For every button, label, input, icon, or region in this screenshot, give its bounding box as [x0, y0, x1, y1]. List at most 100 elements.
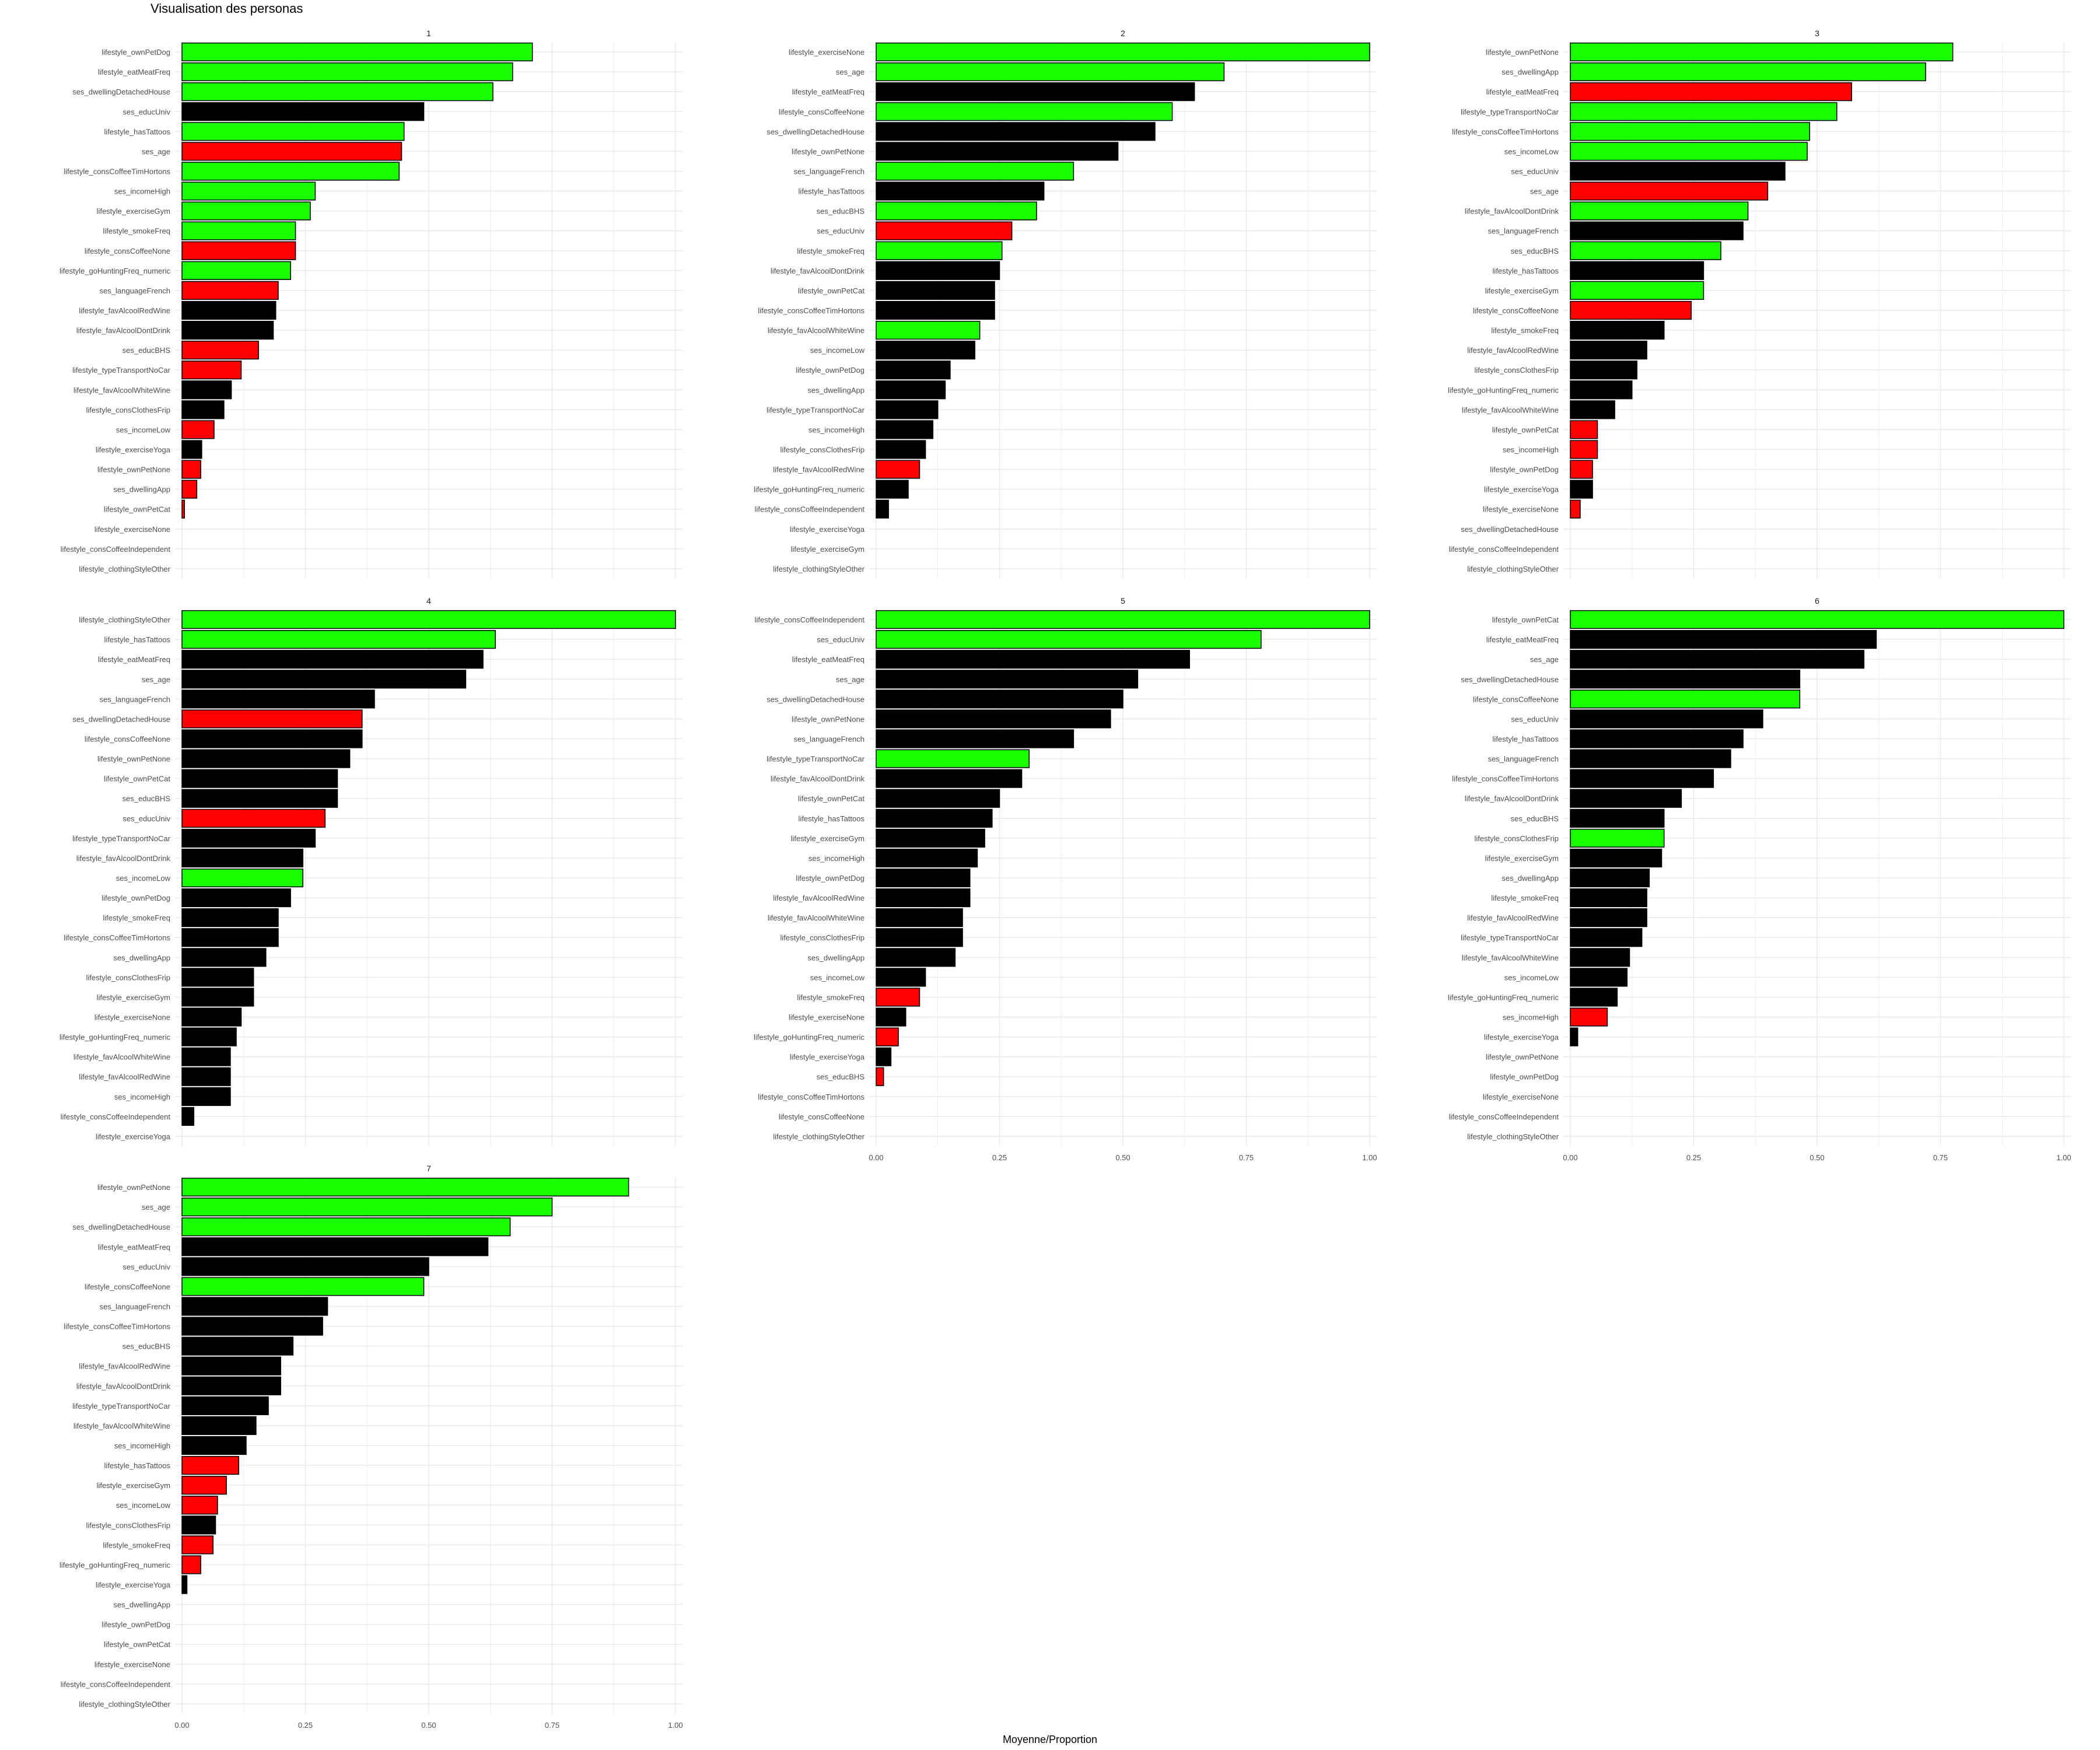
y-tick-label: lifestyle_hasTattoos [1493, 734, 1559, 743]
y-tick-label: ses_dwellingApp [113, 953, 170, 962]
bar [1570, 261, 1704, 280]
y-tick-label: lifestyle_smokeFreq [103, 914, 170, 922]
bar [1570, 729, 1744, 748]
y-tick-label: lifestyle_exerciseNone [1483, 505, 1559, 514]
y-tick-label: ses_incomeHigh [808, 425, 864, 434]
y-tick-label: lifestyle_favAlcoolRedWine [773, 466, 864, 474]
y-tick-label: lifestyle_ownPetDog [796, 874, 864, 883]
y-tick-label: lifestyle_ownPetCat [798, 794, 865, 803]
bar [181, 1198, 553, 1217]
y-tick-label: lifestyle_exerciseNone [94, 525, 170, 534]
y-tick-label: lifestyle_typeTransportNoCar [766, 755, 865, 764]
y-tick-label: lifestyle_consCoffeeTimHortons [64, 933, 170, 942]
bar [1570, 1027, 1578, 1046]
bar [1570, 908, 1647, 928]
bar [1570, 709, 1763, 729]
x-tick-label: 1.00 [1362, 1153, 1377, 1162]
y-tick-label: lifestyle_exerciseGym [791, 834, 864, 843]
panel-strip-label: 1 [426, 29, 431, 38]
bar [181, 868, 304, 888]
bar [1570, 241, 1721, 260]
y-tick-label: lifestyle_eatMeatFreq [1486, 88, 1559, 96]
y-tick-label: lifestyle_exerciseYoga [96, 1581, 171, 1590]
bar [1570, 888, 1647, 908]
y-tick-label: lifestyle_consCoffeeNone [779, 107, 864, 116]
panel-strip-label: 6 [1815, 596, 1819, 606]
y-tick-label: lifestyle_exerciseYoga [1484, 1033, 1559, 1042]
y-tick-label: lifestyle_ownPetCat [104, 1640, 171, 1649]
y-tick-label: lifestyle_ownPetNone [792, 147, 864, 156]
bar [181, 1575, 188, 1594]
bar [876, 789, 1000, 808]
y-tick-label: lifestyle_clothingStyleOther [79, 565, 170, 573]
y-tick-label: ses_age [836, 68, 864, 76]
y-tick-label: lifestyle_ownPetCat [1492, 425, 1559, 434]
y-tick-label: ses_dwellingDetachedHouse [766, 695, 864, 704]
bar [876, 102, 1173, 121]
y-tick-label: lifestyle_exerciseYoga [96, 1132, 171, 1141]
bar [1570, 789, 1682, 808]
bar [1570, 948, 1630, 967]
bar [181, 1007, 242, 1027]
y-tick-label: lifestyle_consCoffeeIndependent [1449, 545, 1559, 554]
bar [181, 221, 296, 240]
y-tick-label: lifestyle_favAlcoolWhiteWine [74, 1053, 170, 1062]
bar [181, 848, 304, 868]
bar [181, 1237, 489, 1256]
bar [1570, 1007, 1608, 1027]
bar [181, 690, 375, 709]
bar [181, 928, 279, 947]
y-tick-label: lifestyle_consClothesFrip [86, 973, 170, 982]
bar [181, 908, 279, 928]
y-tick-label: ses_incomeLow [810, 346, 865, 355]
bar [1570, 201, 1749, 220]
y-tick-label: lifestyle_favAlcoolDontDrink [76, 1382, 171, 1391]
y-tick-label: lifestyle_consCoffeeTimHortons [64, 167, 170, 176]
bar [181, 1555, 201, 1574]
bar [181, 300, 276, 320]
y-tick-label: lifestyle_ownPetDog [1490, 466, 1559, 474]
bar [876, 360, 951, 380]
bar [1570, 360, 1637, 380]
bar [181, 380, 232, 400]
bar [1570, 499, 1581, 519]
y-tick-label: lifestyle_exerciseYoga [1484, 485, 1559, 494]
bar [181, 440, 202, 459]
bar [876, 1047, 892, 1066]
bar [876, 181, 1045, 201]
y-tick-label: lifestyle_exerciseNone [94, 1660, 170, 1669]
bar [181, 749, 351, 768]
bar [1570, 380, 1633, 400]
bar [876, 690, 1124, 709]
y-tick-label: lifestyle_eatMeatFreq [792, 88, 864, 96]
y-tick-label: lifestyle_clothingStyleOther [79, 615, 170, 624]
bar [876, 650, 1190, 669]
bar [181, 142, 402, 161]
bar [181, 1177, 629, 1197]
y-tick-label: ses_educBHS [123, 346, 171, 355]
bar [1570, 630, 1877, 649]
y-tick-label: lifestyle_consCoffeeNone [85, 247, 170, 256]
y-tick-label: lifestyle_exerciseYoga [96, 446, 171, 454]
y-tick-label: ses_dwellingApp [113, 1601, 170, 1609]
y-tick-label: lifestyle_exerciseNone [789, 1013, 864, 1022]
bar [876, 42, 1370, 62]
y-tick-label: ses_incomeLow [116, 874, 171, 883]
panel-strip-label: 2 [1121, 29, 1125, 38]
bar [876, 82, 1195, 102]
bar [1570, 102, 1838, 121]
y-tick-label: lifestyle_consCoffeeTimHortons [1452, 127, 1559, 136]
y-tick-label: lifestyle_consClothesFrip [1474, 366, 1559, 374]
bar [1570, 749, 1731, 768]
bar [181, 968, 254, 987]
x-tick-label: 0.25 [1686, 1153, 1701, 1162]
y-tick-label: lifestyle_ownPetDog [102, 1620, 170, 1629]
y-tick-label: lifestyle_favAlcoolWhiteWine [768, 326, 864, 335]
bar [1570, 400, 1615, 419]
y-tick-label: ses_incomeHigh [114, 187, 170, 196]
bar [1570, 162, 1786, 181]
bar [1570, 42, 1954, 62]
bar [181, 888, 291, 908]
y-tick-label: lifestyle_goHuntingFreq_numeric [754, 1033, 865, 1042]
